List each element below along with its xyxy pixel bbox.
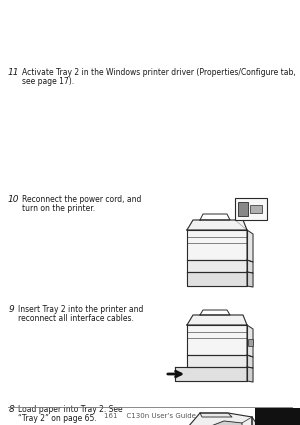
Text: 9: 9 [9, 305, 15, 314]
Text: Load paper into Tray 2. See: Load paper into Tray 2. See [18, 405, 123, 414]
FancyBboxPatch shape [248, 340, 253, 346]
Text: 161    C130n User’s Guide: 161 C130n User’s Guide [104, 413, 196, 419]
Polygon shape [187, 220, 247, 230]
Polygon shape [247, 325, 253, 357]
FancyBboxPatch shape [250, 205, 262, 213]
Text: Activate Tray 2 in the Windows printer driver (Properties/Configure tab,: Activate Tray 2 in the Windows printer d… [22, 68, 296, 77]
Text: reconnect all interface cables.: reconnect all interface cables. [18, 314, 134, 323]
Polygon shape [187, 315, 247, 325]
Polygon shape [247, 230, 253, 262]
Text: 11: 11 [8, 68, 20, 77]
FancyBboxPatch shape [235, 198, 267, 220]
Text: Insert Tray 2 into the printer and: Insert Tray 2 into the printer and [18, 305, 143, 314]
Text: see page 17).: see page 17). [22, 77, 74, 86]
Polygon shape [187, 230, 247, 260]
Polygon shape [188, 413, 252, 425]
Polygon shape [187, 260, 247, 272]
Polygon shape [247, 272, 253, 287]
Polygon shape [187, 355, 247, 367]
Polygon shape [175, 367, 247, 381]
Polygon shape [247, 355, 253, 368]
Polygon shape [198, 421, 242, 425]
Polygon shape [187, 272, 247, 286]
Polygon shape [247, 260, 253, 273]
Text: 8: 8 [9, 405, 15, 414]
Bar [255, 408, 300, 425]
Text: Reconnect the power cord, and: Reconnect the power cord, and [22, 195, 141, 204]
Text: turn on the printer.: turn on the printer. [22, 204, 95, 213]
Polygon shape [252, 417, 256, 425]
Text: 10: 10 [8, 195, 20, 204]
Text: “Tray 2” on page 65.: “Tray 2” on page 65. [18, 414, 97, 423]
Polygon shape [187, 325, 247, 355]
FancyBboxPatch shape [238, 202, 248, 216]
Polygon shape [200, 413, 232, 417]
Polygon shape [247, 367, 253, 382]
